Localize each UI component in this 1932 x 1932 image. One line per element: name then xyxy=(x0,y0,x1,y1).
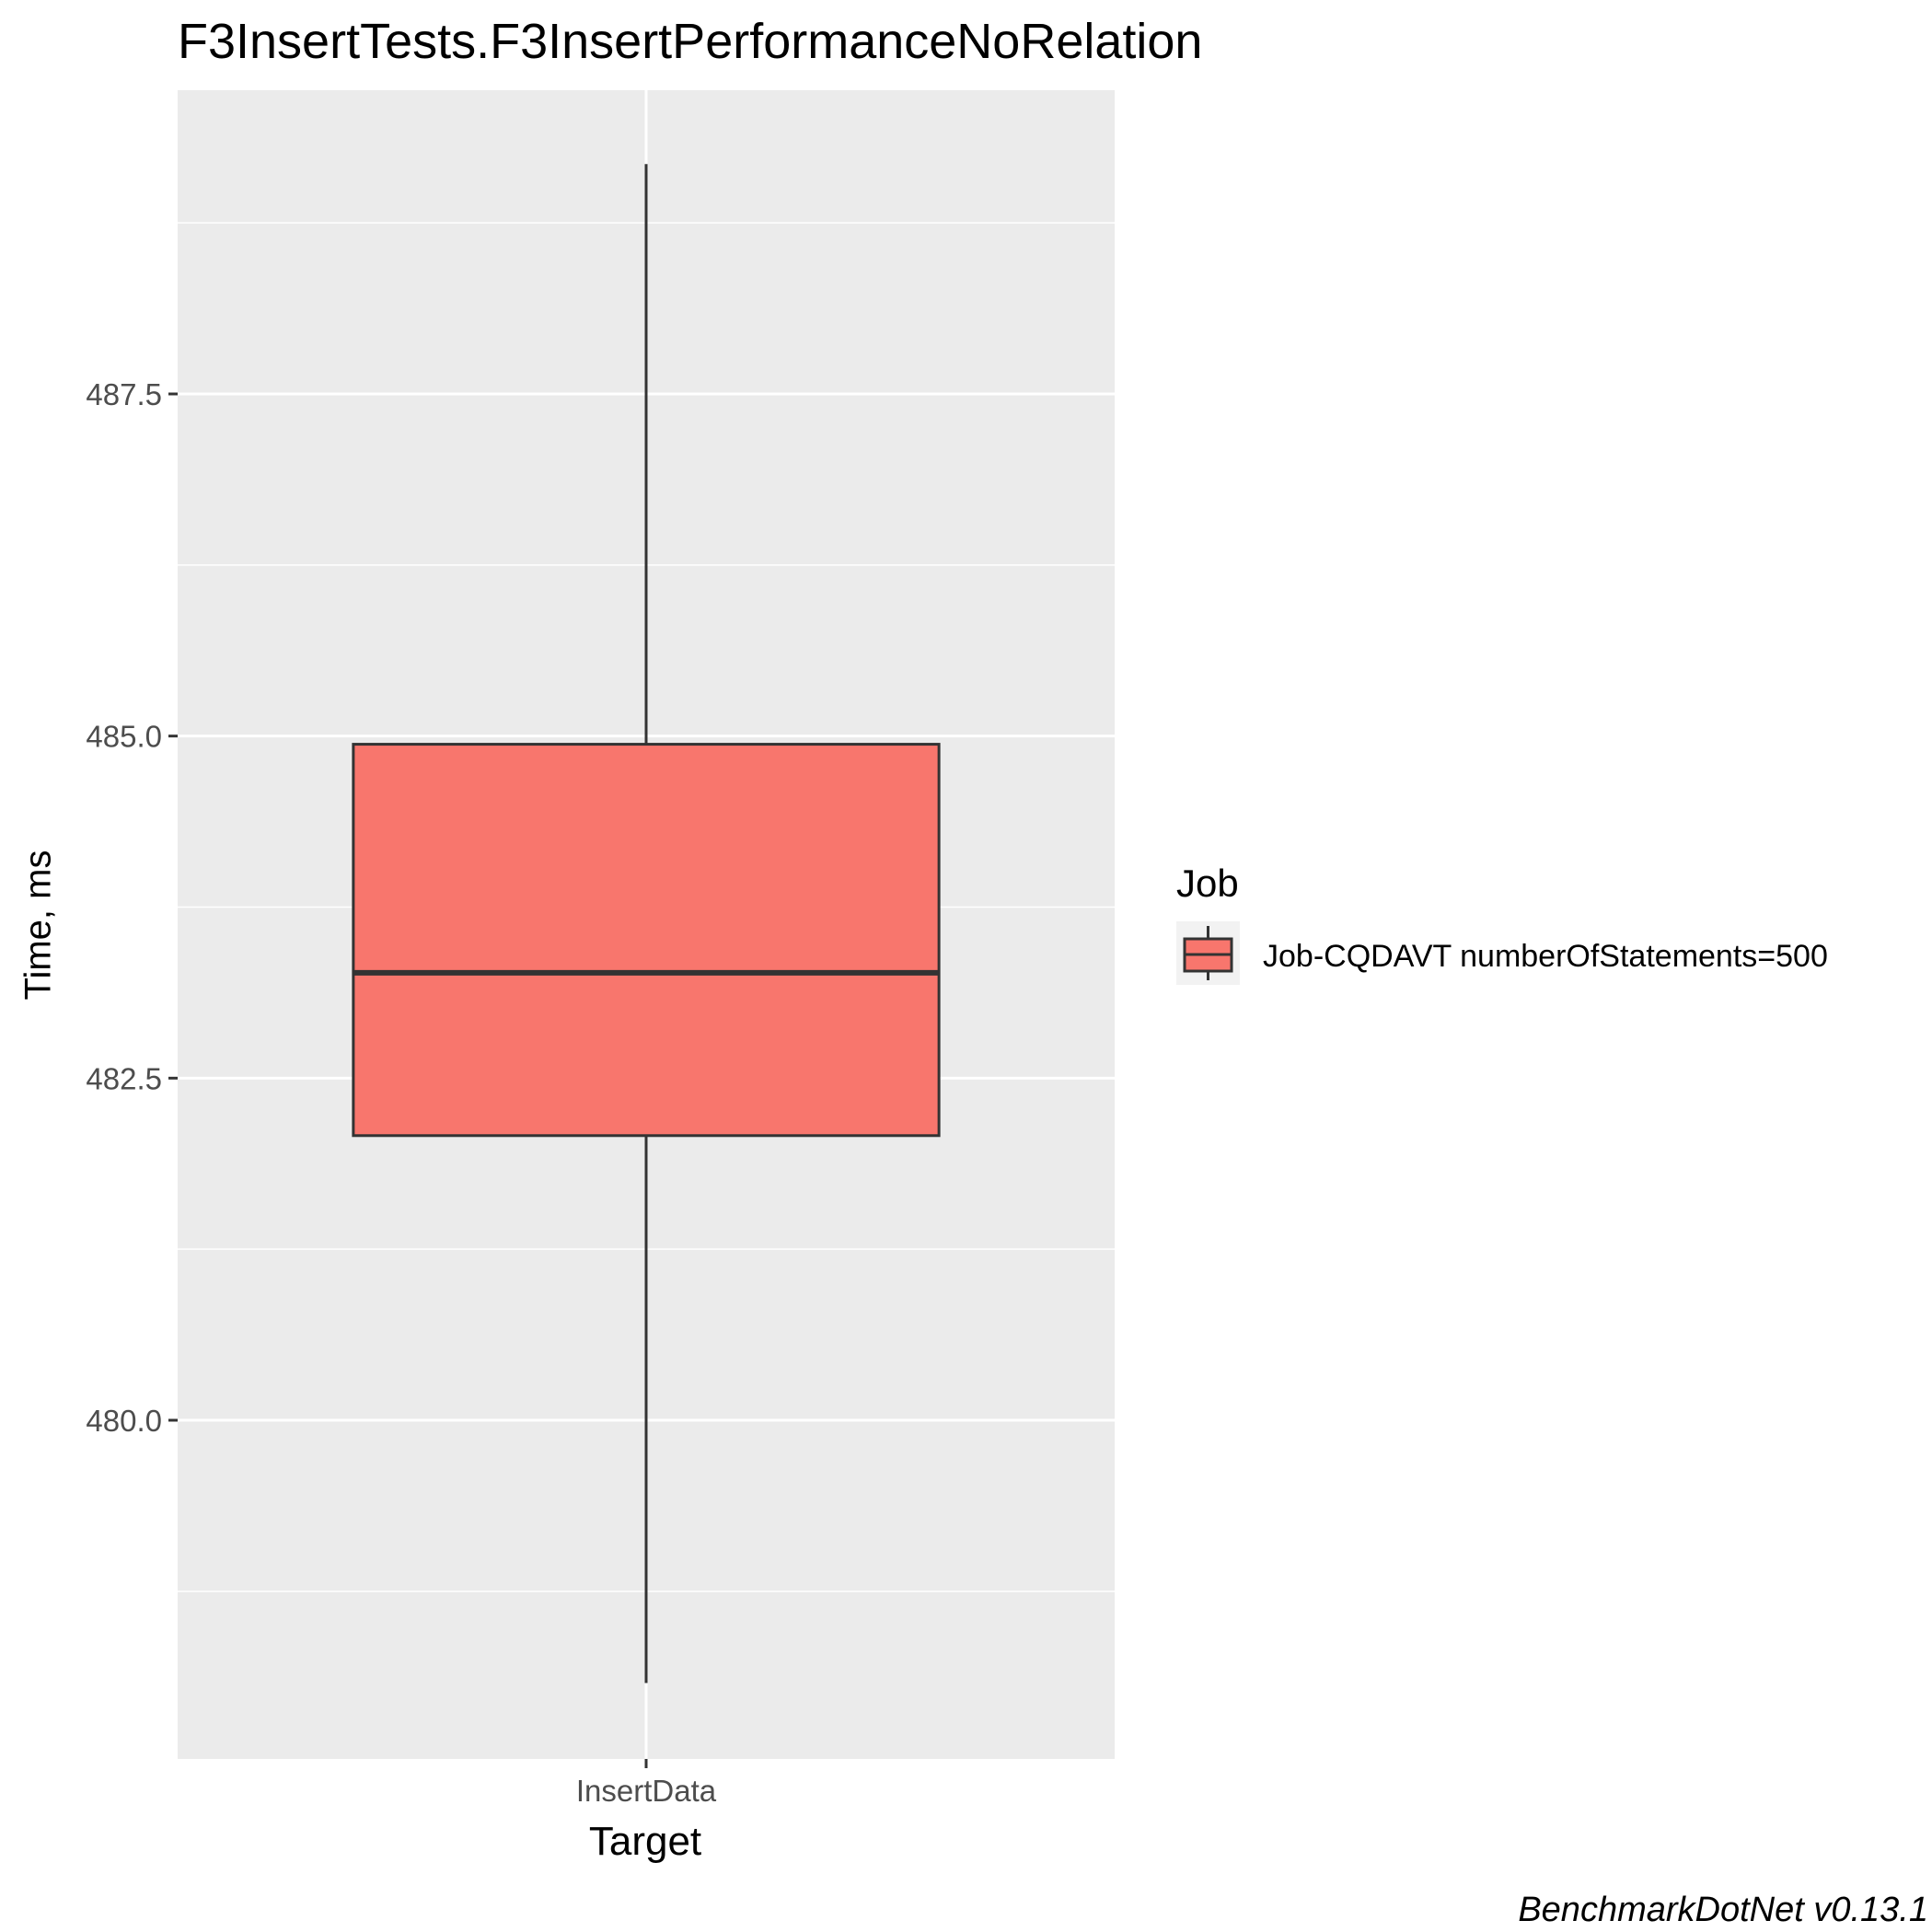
legend-title: Job xyxy=(1176,862,1239,905)
y-axis-label: Time, ms xyxy=(17,850,59,1001)
y-tick-label: 485.0 xyxy=(86,720,162,754)
x-axis-label: Target xyxy=(588,1819,702,1864)
y-axis: 480.0 482.5 485.0 487.5 xyxy=(86,377,178,1438)
legend-key xyxy=(1176,921,1240,985)
x-axis: InsertData xyxy=(576,1759,717,1808)
y-tick-label: 482.5 xyxy=(86,1061,162,1095)
boxplot-group xyxy=(352,164,941,1683)
box-iqr xyxy=(352,743,941,1138)
benchmark-caption: BenchmarkDotNet v0.13.1 xyxy=(1518,1891,1928,1929)
x-tick-label: InsertData xyxy=(576,1774,717,1808)
chart-title: F3InsertTests.F3InsertPerformanceNoRelat… xyxy=(178,14,1203,69)
y-tick-label: 480.0 xyxy=(86,1404,162,1438)
legend-entry-label: Job-CQDAVT numberOfStatements=500 xyxy=(1263,939,1828,974)
y-tick-label: 487.5 xyxy=(86,377,162,411)
